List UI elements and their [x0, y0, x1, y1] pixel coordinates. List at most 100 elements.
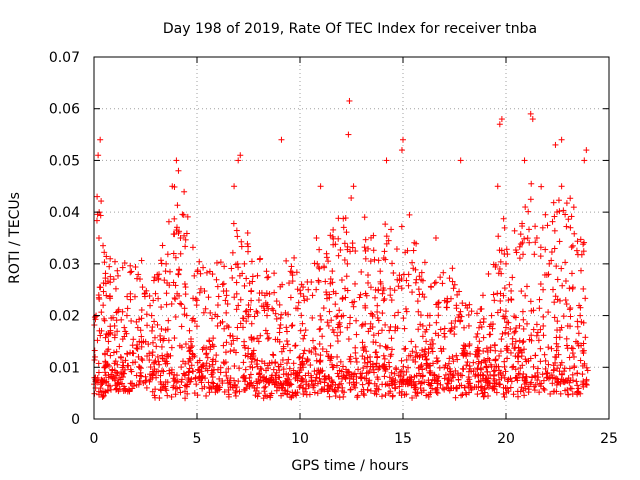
- roti-point: [527, 196, 534, 203]
- roti-point: [460, 342, 467, 349]
- roti-point: [391, 385, 398, 392]
- roti-point: [110, 276, 117, 283]
- roti-point: [173, 224, 180, 231]
- roti-data-point: [235, 157, 242, 164]
- roti-point: [483, 364, 490, 371]
- roti-point: [119, 308, 126, 315]
- roti-point: [380, 297, 387, 304]
- roti-point: [341, 257, 348, 264]
- roti-point: [517, 365, 524, 372]
- roti-point: [300, 284, 307, 291]
- roti-point: [181, 371, 188, 378]
- roti-point: [136, 364, 143, 371]
- roti-point: [106, 263, 113, 270]
- roti-point: [138, 306, 145, 313]
- roti-point: [466, 301, 473, 308]
- roti-point: [196, 289, 203, 296]
- roti-point: [105, 374, 112, 381]
- roti-point: [101, 249, 108, 256]
- roti-point: [367, 320, 374, 327]
- roti-point: [229, 274, 236, 281]
- roti-point: [442, 371, 449, 378]
- roti-point: [320, 305, 327, 312]
- roti-point: [231, 377, 238, 384]
- roti-point: [172, 313, 179, 320]
- roti-point: [199, 346, 206, 353]
- roti-point: [445, 385, 452, 392]
- roti-point: [221, 263, 228, 270]
- roti-point: [158, 343, 165, 350]
- roti-point: [178, 379, 185, 386]
- roti-point: [97, 332, 104, 339]
- roti-point: [224, 322, 231, 329]
- roti-data-point: [92, 353, 99, 360]
- roti-point: [577, 236, 584, 243]
- roti-point: [128, 317, 135, 324]
- roti-point: [219, 377, 226, 384]
- roti-data-point: [441, 364, 448, 371]
- roti-point: [248, 297, 255, 304]
- roti-point: [233, 279, 240, 286]
- roti-point: [190, 368, 197, 375]
- roti-point: [516, 347, 523, 354]
- roti-point: [428, 345, 435, 352]
- roti-point: [264, 335, 271, 342]
- y-tick-label: 0.01: [49, 360, 80, 376]
- roti-point: [241, 282, 248, 289]
- roti-point: [371, 369, 378, 376]
- roti-point: [437, 274, 444, 281]
- roti-point: [495, 233, 502, 240]
- roti-point: [94, 374, 101, 381]
- roti-point: [351, 370, 358, 377]
- roti-point: [236, 365, 243, 372]
- roti-point: [450, 358, 457, 365]
- roti-point: [146, 350, 153, 357]
- roti-data-point: [163, 260, 170, 267]
- roti-point: [130, 336, 137, 343]
- roti-point: [182, 284, 189, 291]
- roti-point: [160, 337, 167, 344]
- roti-point: [299, 359, 306, 366]
- roti-data-point: [325, 322, 332, 329]
- roti-point: [353, 317, 360, 324]
- roti-point: [309, 292, 316, 299]
- roti-point: [429, 336, 436, 343]
- roti-point: [289, 322, 296, 329]
- roti-point: [377, 268, 384, 275]
- roti-point: [164, 251, 171, 258]
- roti-point: [115, 306, 122, 313]
- roti-point: [569, 285, 576, 292]
- roti-point: [172, 254, 179, 261]
- x-tick-label: 0: [90, 431, 99, 447]
- roti-point: [237, 296, 244, 303]
- roti-point: [569, 391, 576, 398]
- roti-point: [342, 294, 349, 301]
- roti-point: [147, 364, 154, 371]
- roti-point: [524, 235, 531, 242]
- roti-point: [380, 255, 387, 262]
- roti-data-point: [398, 147, 405, 154]
- roti-point: [474, 310, 481, 317]
- roti-point: [418, 379, 425, 386]
- roti-point: [256, 371, 263, 378]
- roti-point: [138, 365, 145, 372]
- roti-point: [537, 244, 544, 251]
- roti-point: [514, 374, 521, 381]
- roti-point: [553, 347, 560, 354]
- roti-point: [158, 325, 165, 332]
- roti-point: [248, 336, 255, 343]
- roti-point: [219, 318, 226, 325]
- roti-point: [219, 281, 226, 288]
- roti-point: [491, 377, 498, 384]
- roti-point: [111, 360, 118, 367]
- roti-point: [253, 361, 260, 368]
- roti-point: [235, 378, 242, 385]
- roti-point: [544, 369, 551, 376]
- roti-point: [100, 242, 107, 249]
- roti-point: [297, 327, 304, 334]
- roti-point: [209, 315, 216, 322]
- roti-point: [571, 363, 578, 370]
- roti-point: [249, 278, 256, 285]
- roti-point: [174, 202, 181, 209]
- roti-point: [365, 379, 372, 386]
